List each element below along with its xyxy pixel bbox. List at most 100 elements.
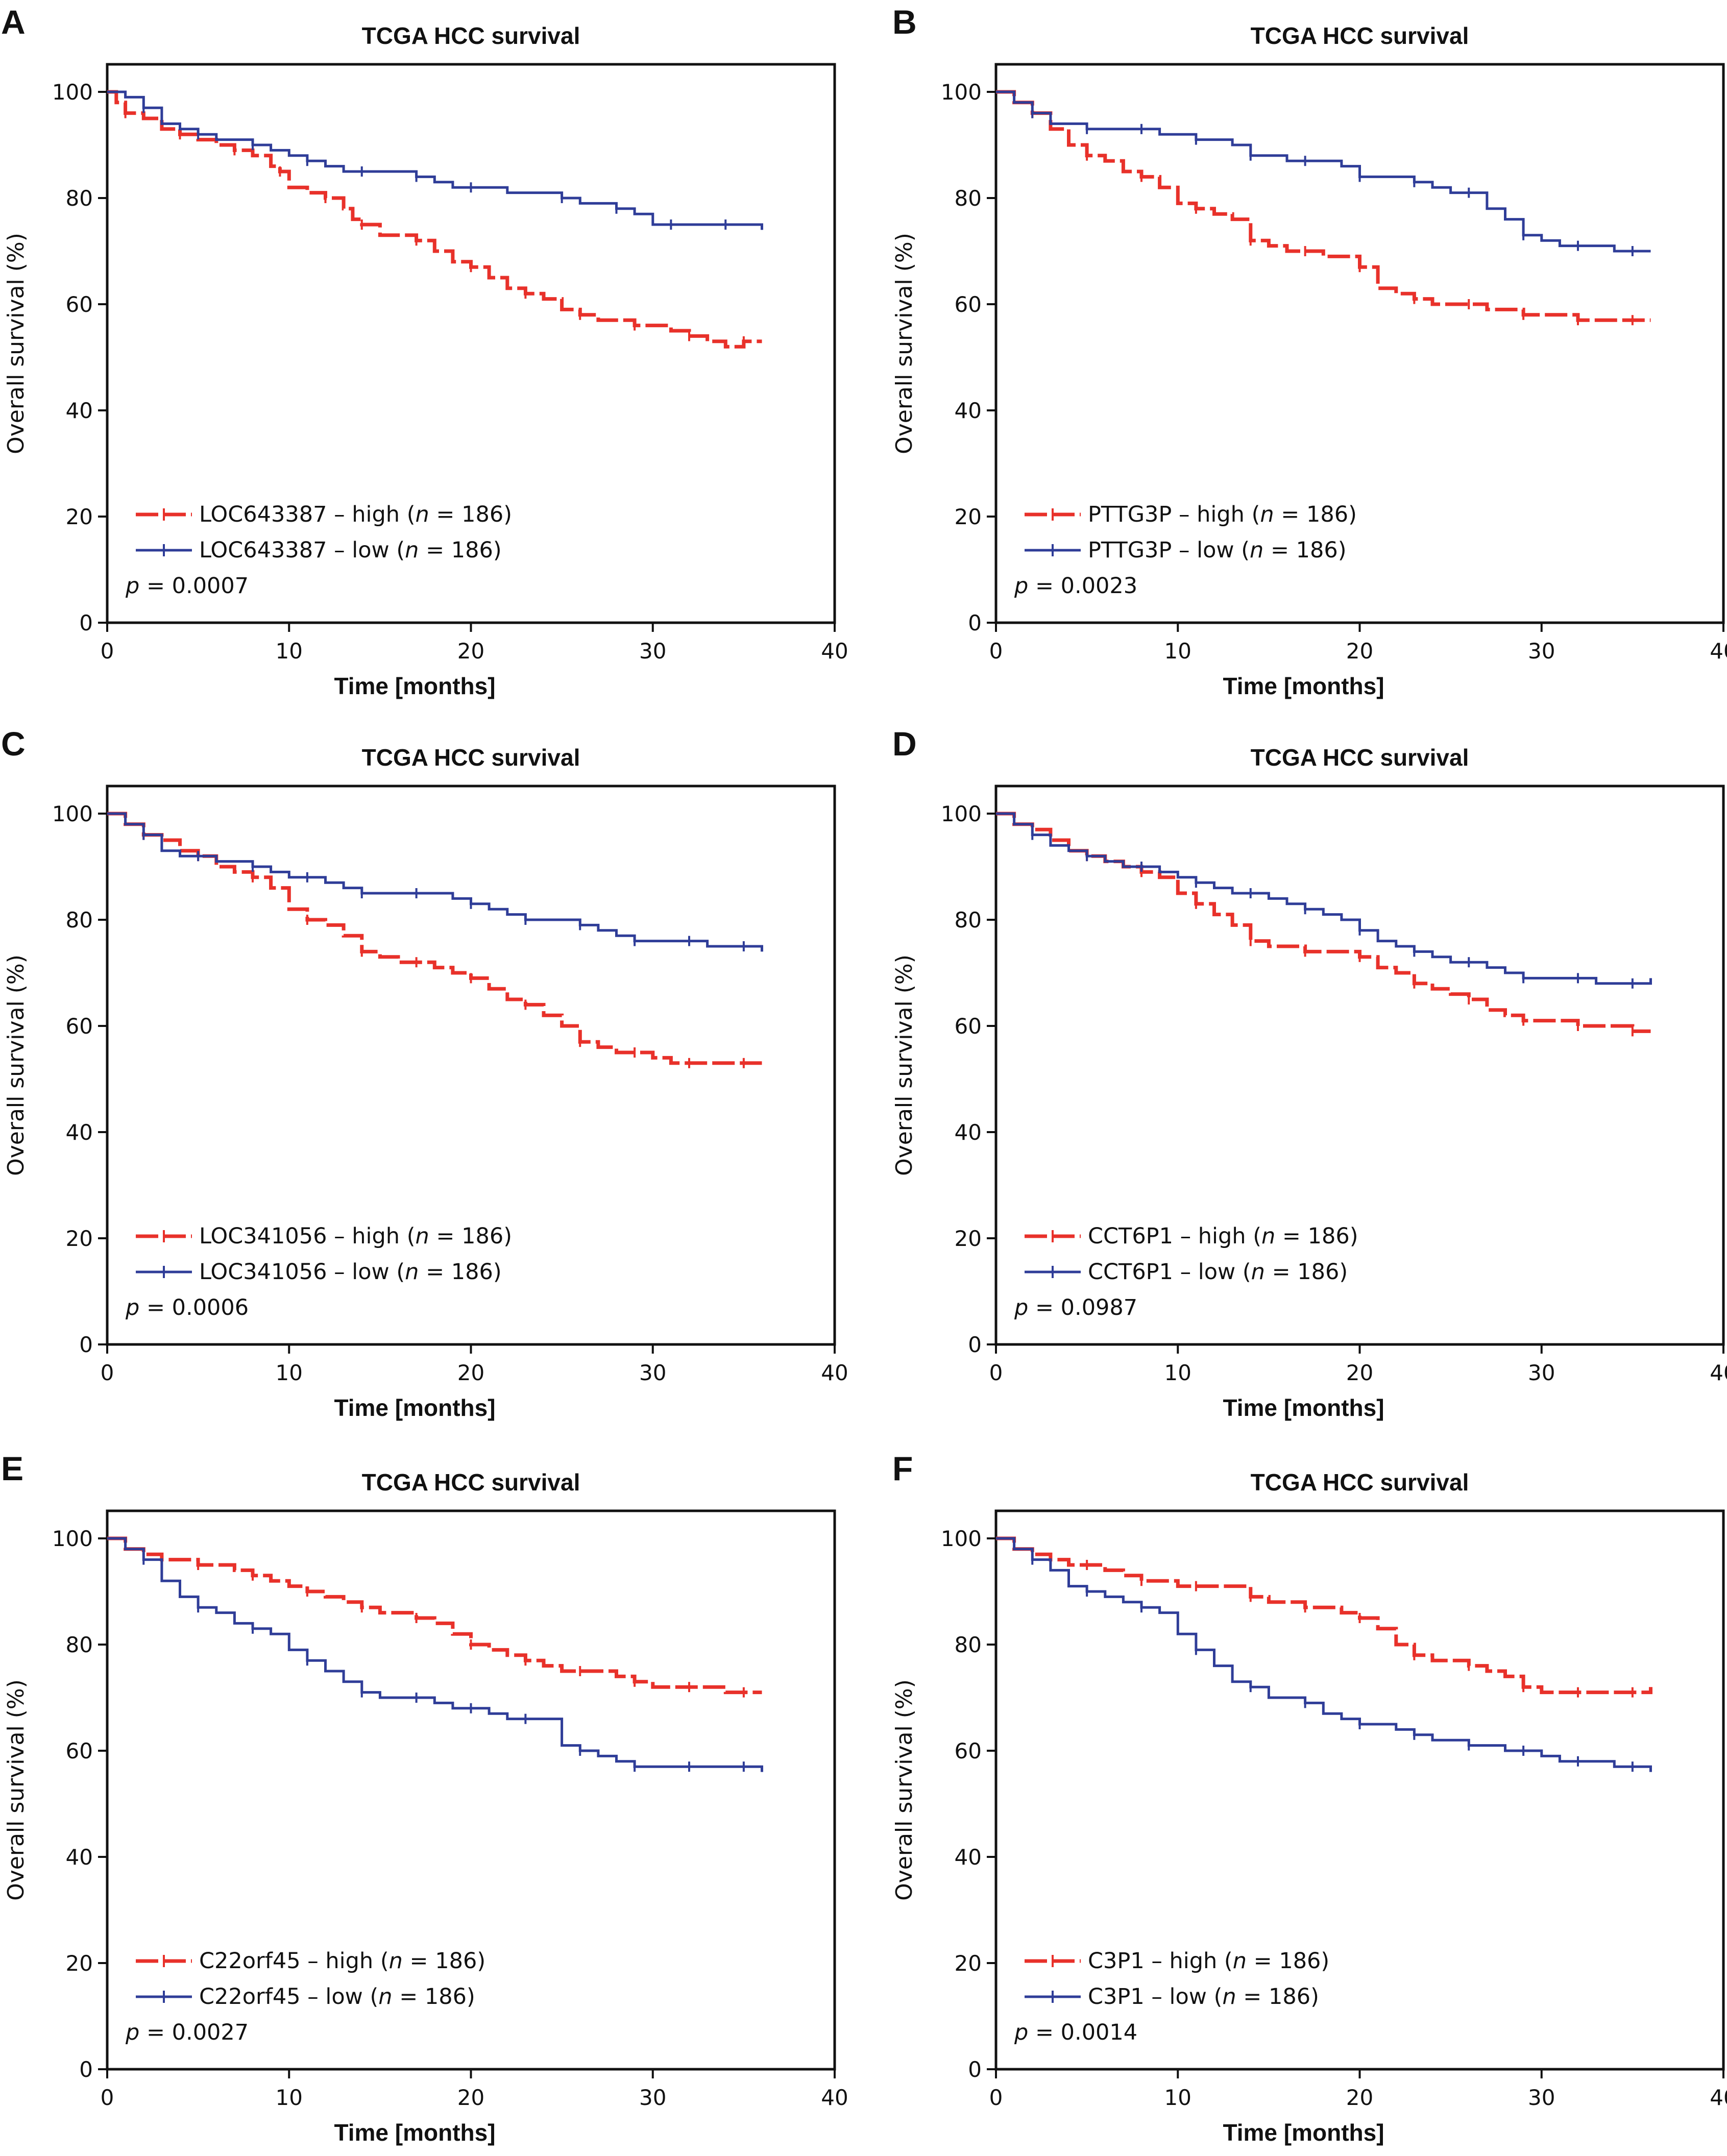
y-axis-label: Overall survival (%)	[3, 1679, 29, 1901]
y-tick-label: 100	[941, 1526, 982, 1551]
panel-b: B TCGA HCC survival 0 20 40 60 80 100 0 10 20 30 40 T…	[891, 3, 1727, 699]
legend-n: n	[1261, 1223, 1275, 1249]
chart-title: TCGA HCC survival	[362, 744, 580, 771]
x-tick-label: 30	[1528, 1360, 1555, 1385]
series-high-line	[996, 1536, 1652, 1695]
y-tick-label: 40	[955, 1845, 982, 1870]
legend-label-high: LOC643387 – high (n = 186)	[199, 502, 512, 527]
x-tick-label: 10	[1164, 2085, 1191, 2110]
x-tick-label: 30	[1528, 639, 1555, 664]
y-axis-label: Overall survival (%)	[3, 954, 29, 1176]
legend-name: LOC643387 – low (	[199, 537, 405, 563]
y-tick-label: 40	[955, 398, 982, 423]
panel-e: E TCGA HCC survival 0 20 40 60 80 100 0 10 20 30 40 T…	[1, 1450, 848, 2146]
series-low-line	[996, 812, 1652, 985]
series-low-line	[107, 90, 763, 230]
x-tick-label: 30	[639, 1360, 666, 1385]
legend-count: = 186)	[1247, 1948, 1329, 1974]
series-low-line	[996, 90, 1651, 253]
legend-n: n	[389, 1948, 403, 1974]
legend-count: = 186)	[403, 1948, 485, 1974]
y-tick-label: 20	[66, 504, 93, 529]
legend-n: n	[1250, 537, 1263, 563]
legend-name: PTTG3P – low (	[1088, 537, 1250, 563]
legend-count: = 186)	[419, 537, 501, 563]
series-low-line	[996, 1537, 1652, 1772]
p-value-number: = 0.0027	[139, 2020, 249, 2045]
series-high-line	[996, 812, 1651, 1033]
x-tick-label: 10	[1164, 1360, 1191, 1385]
y-tick-label: 80	[66, 908, 93, 933]
y-tick-label: 60	[66, 1738, 93, 1763]
y-tick-label: 100	[52, 80, 93, 105]
legend-n: n	[415, 502, 429, 527]
panel-f: F TCGA HCC survival 0 20 40 60 80 100 0 10 20 30 40 T…	[891, 1450, 1727, 2146]
y-tick-label: 60	[955, 1738, 982, 1763]
x-axis-label: Time [months]	[1223, 673, 1384, 699]
p-symbol: p	[1014, 573, 1028, 599]
legend-name: C22orf45 – low (	[199, 1984, 378, 2010]
y-tick-label: 0	[968, 610, 982, 635]
x-tick-label: 10	[276, 2085, 303, 2110]
x-tick-label: 30	[639, 639, 666, 664]
y-tick-label: 60	[66, 292, 93, 317]
y-tick-label: 0	[79, 1332, 93, 1357]
x-axis-label: Time [months]	[334, 2119, 495, 2146]
legend-label-low: LOC341056 – low (n = 186)	[199, 1259, 502, 1285]
y-axis-label: Overall survival (%)	[3, 233, 29, 454]
y-tick-label: 80	[955, 186, 982, 211]
series-high-line	[996, 90, 1651, 322]
p-value: p = 0.0027	[125, 2020, 249, 2045]
legend-count: = 186)	[429, 502, 512, 527]
y-tick-label: 100	[941, 80, 982, 105]
legend-label-high: C3P1 – high (n = 186)	[1088, 1948, 1329, 1974]
legend-n: n	[415, 1223, 429, 1249]
p-value-number: = 0.0014	[1028, 2020, 1137, 2045]
chart-title: TCGA HCC survival	[362, 1469, 580, 1496]
chart-title: TCGA HCC survival	[1251, 22, 1469, 49]
legend-count: = 186)	[1274, 502, 1357, 527]
chart-title: TCGA HCC survival	[1251, 744, 1469, 771]
legend-label-low: CCT6P1 – low (n = 186)	[1088, 1259, 1348, 1285]
p-value: p = 0.0007	[125, 573, 249, 599]
p-value-number: = 0.0023	[1028, 573, 1137, 599]
legend-n: n	[1251, 1259, 1265, 1285]
x-axis-label: Time [months]	[1223, 2119, 1384, 2146]
p-symbol: p	[1014, 1295, 1028, 1320]
x-tick-label: 40	[1710, 639, 1727, 664]
panel-c: C TCGA HCC survival 0 20 40 60 80 100 0 10 20 30 40 T…	[1, 725, 848, 1421]
y-tick-label: 20	[955, 504, 982, 529]
legend-count: = 186)	[429, 1223, 512, 1249]
legend-name: C22orf45 – high (	[199, 1948, 389, 1974]
y-tick-label: 60	[66, 1014, 93, 1039]
chart-title: TCGA HCC survival	[362, 22, 580, 49]
legend-name: C3P1 – low (	[1088, 1984, 1222, 2010]
x-tick-label: 40	[1710, 2085, 1727, 2110]
p-symbol: p	[125, 2020, 139, 2045]
p-value: p = 0.0014	[1014, 2020, 1137, 2045]
p-value-number: = 0.0007	[139, 573, 249, 599]
y-axis-label: Overall survival (%)	[891, 1679, 917, 1901]
x-tick-label: 30	[639, 2085, 666, 2110]
legend-label-high: PTTG3P – high (n = 186)	[1088, 502, 1357, 527]
panel-letter: B	[892, 3, 917, 41]
legend-label-low: C3P1 – low (n = 186)	[1088, 1984, 1319, 2010]
panel-a: A TCGA HCC survival 0 20 40 60 80 100 0 10 20 30 40 T…	[1, 3, 848, 699]
x-tick-label: 10	[276, 639, 303, 664]
y-tick-label: 0	[968, 1332, 982, 1357]
series-high-line	[107, 1536, 762, 1695]
panel-letter: C	[1, 725, 26, 763]
p-symbol: p	[1014, 2020, 1028, 2045]
x-tick-label: 0	[989, 2085, 1003, 2110]
x-axis-label: Time [months]	[334, 673, 495, 699]
y-tick-label: 20	[955, 1226, 982, 1251]
y-tick-label: 80	[955, 1632, 982, 1657]
legend-n: n	[405, 1259, 419, 1285]
legend-name: PTTG3P – high (	[1088, 502, 1260, 527]
x-axis-label: Time [months]	[1223, 1394, 1384, 1421]
x-tick-label: 0	[989, 1360, 1003, 1385]
series-high-line	[107, 90, 762, 349]
y-tick-label: 100	[52, 801, 93, 826]
legend-name: LOC341056 – high (	[199, 1223, 415, 1249]
